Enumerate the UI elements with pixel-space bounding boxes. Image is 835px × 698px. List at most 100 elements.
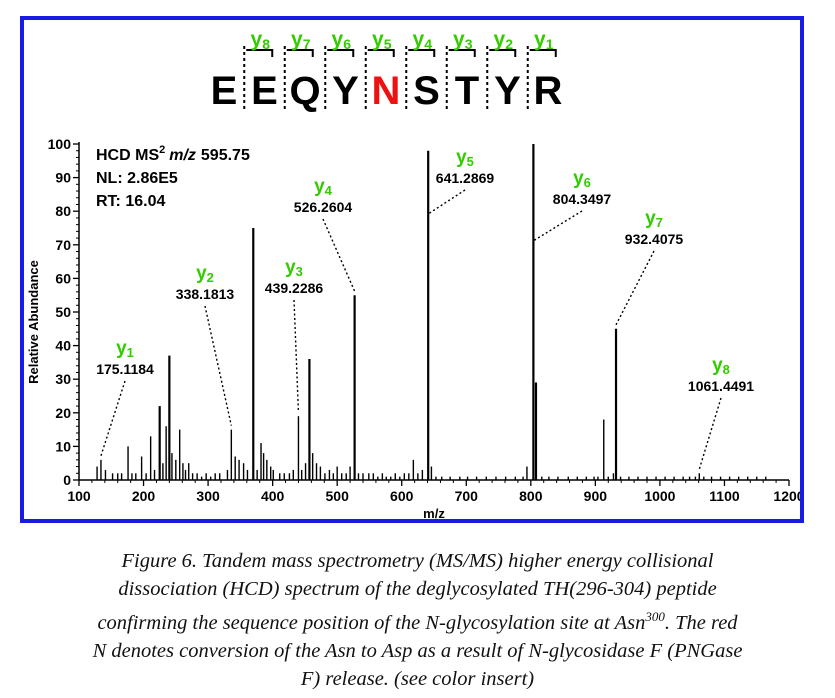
- annotation-ion-label: y2: [196, 263, 214, 285]
- y-ion-bracket: [489, 49, 517, 57]
- caption-line-3b: . The red: [664, 611, 738, 634]
- info-prefix: HCD MS: [96, 147, 159, 164]
- y-ion-bracket: [367, 49, 395, 57]
- annotation-ion-label: y4: [314, 176, 333, 198]
- annotation-leader: [533, 210, 583, 242]
- y-ion-label: y4: [413, 28, 433, 52]
- annotation-leader: [204, 305, 233, 426]
- info-mz: m/z: [169, 147, 196, 164]
- y-ion-label: y6: [332, 28, 352, 52]
- y-ion-label: y5: [372, 28, 392, 52]
- y-ion-label: y8: [251, 28, 271, 52]
- y-tick-label: 70: [55, 237, 71, 253]
- sequence-residue: Q: [289, 69, 320, 113]
- annotation-ion-subscript: 6: [584, 175, 591, 190]
- annotation-ion-label: y1: [116, 338, 134, 360]
- info-rt: RT: 16.04: [96, 193, 165, 210]
- annotation-mz-label: 175.1184: [96, 361, 154, 377]
- info-nl: NL: 2.86E5: [96, 170, 178, 187]
- y-tick-label: 0: [63, 472, 71, 488]
- annotation-ion-letter: y: [573, 168, 584, 189]
- y-ion-bracket: [529, 49, 557, 57]
- annotation-ion-subscript: 2: [207, 270, 214, 285]
- annotation-ion-label: y6: [573, 168, 591, 190]
- annotation-leader: [427, 189, 466, 215]
- x-tick-label: 700: [455, 488, 479, 504]
- annotation-ion-letter: y: [645, 208, 656, 229]
- caption-superscript: 300: [645, 609, 665, 624]
- x-tick-label: 800: [519, 488, 543, 504]
- caption-line-4: N denotes conversion of the Asn to Asp a…: [92, 639, 743, 662]
- y-ion-letter: y: [372, 28, 384, 51]
- annotation-mz-label: 1061.4491: [688, 378, 754, 394]
- annotation-ion-label: y3: [285, 257, 303, 279]
- sequence-residue: S: [413, 69, 440, 113]
- x-tick-label: 500: [326, 488, 350, 504]
- y-ion-bracket: [408, 49, 436, 57]
- annotation-ion-label: y7: [645, 208, 663, 230]
- y-tick-label: 90: [55, 170, 71, 186]
- sequence-residue: E: [251, 69, 278, 113]
- annotation-ion-letter: y: [285, 257, 296, 278]
- annotation-ion-subscript: 5: [467, 154, 474, 169]
- y-tick-label: 10: [55, 438, 71, 454]
- annotation-leader: [615, 250, 655, 326]
- annotation-ion-letter: y: [712, 355, 723, 376]
- y-ion-letter: y: [453, 28, 465, 51]
- annotation-ion-letter: y: [116, 338, 127, 359]
- annotation-ion-subscript: 7: [656, 215, 663, 230]
- y-ion-subscript: 4: [424, 36, 432, 52]
- y-ion-subscript: 2: [505, 36, 513, 52]
- x-tick-label: 400: [261, 488, 285, 504]
- y-tick-label: 100: [48, 136, 72, 152]
- caption-line-2: dissociation (HCD) spectrum of the degly…: [118, 578, 717, 600]
- y-ion-letter: y: [251, 28, 263, 51]
- sequence-residue: E: [211, 69, 238, 113]
- annotation-ion-letter: y: [456, 147, 467, 168]
- annotation-mz-label: 439.2286: [265, 280, 324, 296]
- y-tick-label: 20: [55, 405, 71, 421]
- annotation-mz-label: 641.2869: [436, 170, 495, 186]
- y-tick-label: 80: [55, 203, 71, 219]
- info-superscript: 2: [159, 144, 165, 156]
- sequence-residue: Y: [332, 69, 359, 113]
- info-scan-type: HCD MS2 m/z 595.75: [96, 144, 250, 164]
- y-ion-letter: y: [534, 28, 546, 51]
- y-ion-subscript: 7: [303, 36, 311, 52]
- x-tick-label: 900: [584, 488, 608, 504]
- y-ion-subscript: 5: [384, 36, 392, 52]
- annotation-ion-label: y5: [456, 147, 474, 169]
- y-ion-letter: y: [291, 28, 303, 51]
- x-tick-label: 1000: [644, 488, 675, 504]
- y-axis-label: Relative Abundance: [26, 260, 41, 384]
- x-axis-label: m/z: [423, 506, 445, 519]
- annotation-ion-letter: y: [196, 263, 207, 284]
- annotation-mz-label: 804.3497: [553, 191, 612, 207]
- ms-spectrum-chart: 0 10 20 30 40 50 60 70 80 90 100 100 200 300 400 500 600…: [26, 28, 800, 519]
- y-tick-label: 60: [55, 270, 71, 286]
- sequence-residue: N: [372, 69, 401, 113]
- figure-frame: 0 10 20 30 40 50 60 70 80 90 100 100 200 300 400 500 600…: [20, 16, 804, 523]
- y-ion-bracket: [286, 49, 314, 57]
- caption-line-5: F) release. (see color insert): [300, 667, 535, 690]
- annotation-ion-subscript: 4: [325, 183, 333, 198]
- sequence-residue: Y: [494, 69, 521, 113]
- y-ion-subscript: 3: [465, 36, 473, 52]
- y-ion-label: y7: [291, 28, 311, 52]
- x-tick-label: 100: [67, 488, 91, 504]
- figure-caption: Figure 6. Tandem mass spectrometry (MS/M…: [20, 547, 815, 693]
- y-tick-label: 50: [55, 304, 71, 320]
- annotation-leader: [698, 397, 722, 470]
- annotation-ion-label: y8: [712, 355, 730, 377]
- y-ion-letter: y: [413, 28, 425, 51]
- annotation-leader: [322, 218, 356, 292]
- annotation-ion-letter: y: [314, 176, 325, 197]
- x-tick-label: 600: [390, 488, 414, 504]
- y-ion-label: y3: [453, 28, 473, 52]
- annotation-ion-subscript: 3: [296, 264, 303, 279]
- y-ion-label: y1: [534, 28, 554, 52]
- info-precursor: 595.75: [201, 147, 250, 164]
- x-tick-label: 1100: [709, 488, 740, 504]
- annotation-mz-label: 932.4075: [625, 231, 684, 247]
- x-tick-label: 300: [196, 488, 220, 504]
